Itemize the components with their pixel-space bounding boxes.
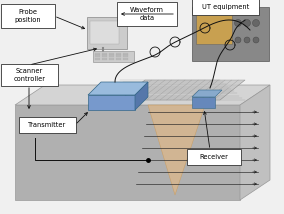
FancyBboxPatch shape — [192, 7, 269, 61]
FancyBboxPatch shape — [116, 53, 121, 55]
FancyBboxPatch shape — [1, 4, 55, 28]
Polygon shape — [15, 85, 270, 105]
FancyBboxPatch shape — [109, 55, 114, 57]
Polygon shape — [88, 95, 135, 110]
Text: Receiver: Receiver — [200, 154, 228, 160]
FancyBboxPatch shape — [102, 58, 107, 60]
Circle shape — [253, 37, 259, 43]
FancyBboxPatch shape — [102, 53, 107, 55]
FancyBboxPatch shape — [192, 0, 259, 15]
Polygon shape — [240, 85, 270, 200]
Polygon shape — [192, 97, 215, 108]
Polygon shape — [88, 82, 148, 95]
FancyBboxPatch shape — [117, 2, 177, 26]
FancyBboxPatch shape — [89, 21, 118, 43]
Text: UT equipment: UT equipment — [202, 4, 249, 10]
FancyBboxPatch shape — [19, 117, 76, 133]
Text: Waveform
data: Waveform data — [130, 7, 164, 21]
Circle shape — [235, 37, 241, 43]
FancyBboxPatch shape — [123, 58, 128, 60]
FancyBboxPatch shape — [93, 51, 133, 61]
FancyBboxPatch shape — [102, 55, 107, 57]
FancyBboxPatch shape — [87, 17, 127, 49]
Circle shape — [235, 19, 241, 27]
FancyBboxPatch shape — [109, 58, 114, 60]
Text: Scanner
controller: Scanner controller — [14, 68, 45, 82]
Polygon shape — [148, 105, 205, 195]
FancyBboxPatch shape — [109, 53, 114, 55]
Circle shape — [243, 19, 250, 27]
Text: Probe
position: Probe position — [15, 9, 41, 23]
Polygon shape — [192, 90, 222, 97]
FancyBboxPatch shape — [95, 58, 100, 60]
Circle shape — [244, 37, 250, 43]
FancyBboxPatch shape — [195, 12, 231, 43]
FancyBboxPatch shape — [123, 55, 128, 57]
FancyBboxPatch shape — [123, 53, 128, 55]
Polygon shape — [120, 80, 245, 100]
Polygon shape — [135, 82, 148, 110]
FancyBboxPatch shape — [95, 55, 100, 57]
Polygon shape — [15, 105, 240, 200]
FancyBboxPatch shape — [116, 58, 121, 60]
Circle shape — [252, 19, 260, 27]
FancyBboxPatch shape — [1, 64, 58, 86]
FancyBboxPatch shape — [187, 149, 241, 165]
Text: Transmitter: Transmitter — [28, 122, 67, 128]
FancyBboxPatch shape — [116, 55, 121, 57]
FancyBboxPatch shape — [95, 53, 100, 55]
